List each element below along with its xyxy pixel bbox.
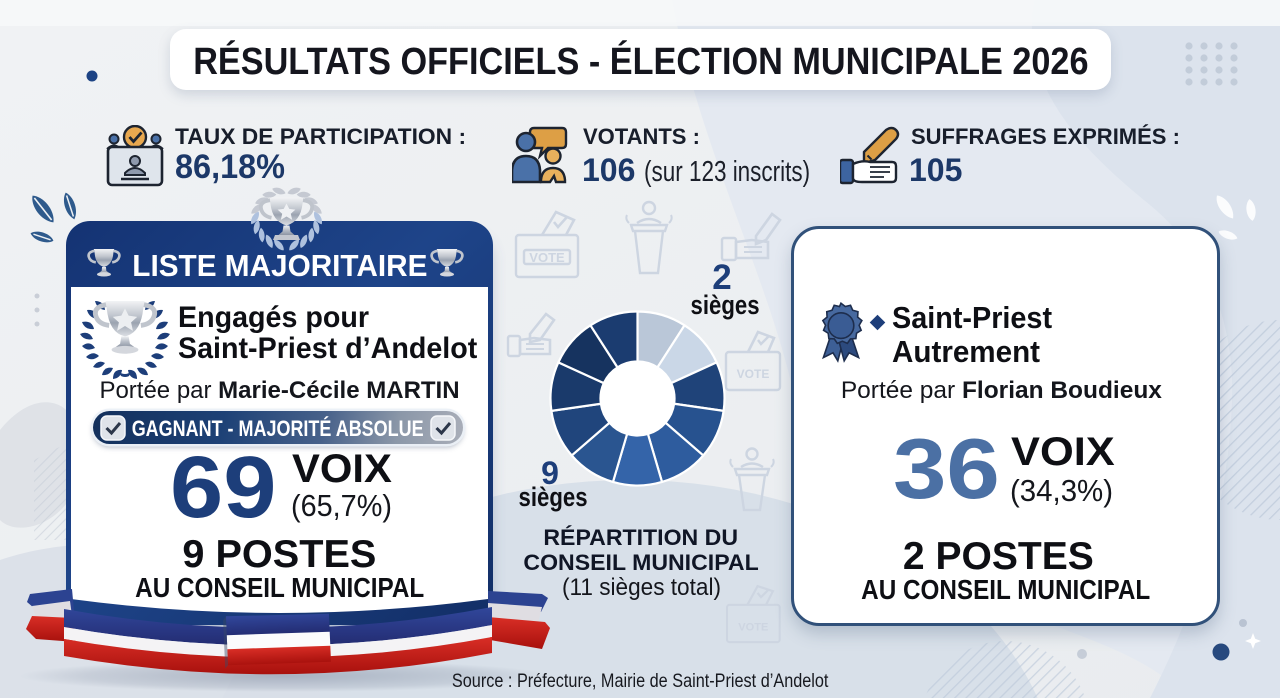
svg-text:VOTE: VOTE	[529, 250, 565, 265]
svg-text:VOTE: VOTE	[738, 621, 768, 633]
svg-text:VOTE: VOTE	[737, 367, 770, 381]
